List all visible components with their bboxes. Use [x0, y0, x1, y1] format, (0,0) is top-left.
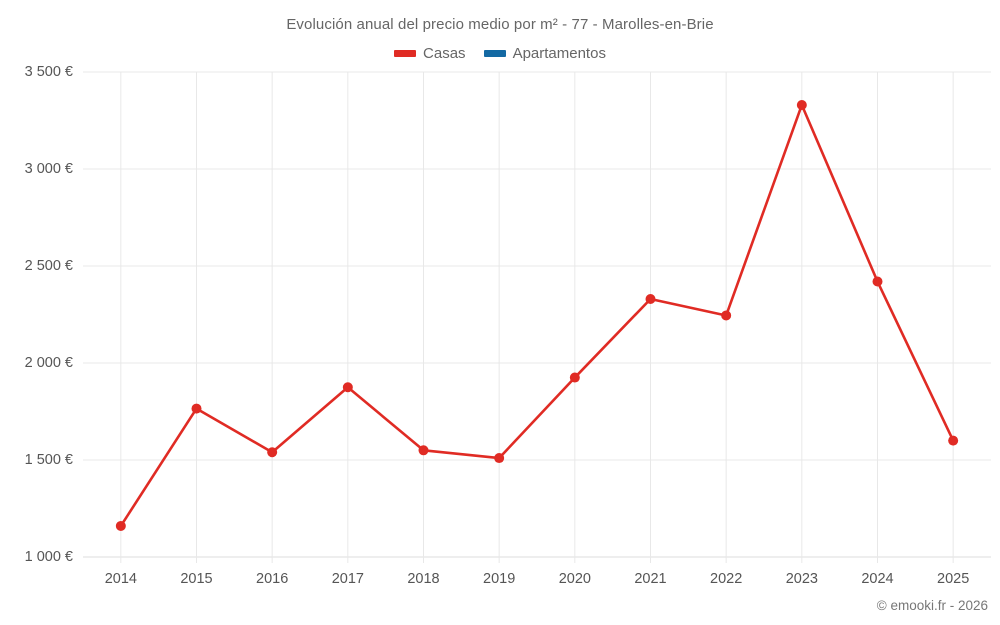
- data-point-marker[interactable]: [796, 99, 807, 110]
- legend-item-casas[interactable]: Casas: [394, 45, 466, 62]
- data-point-marker[interactable]: [645, 293, 656, 304]
- data-point-marker[interactable]: [569, 372, 580, 383]
- data-point-marker[interactable]: [872, 276, 883, 287]
- chart-series-layer: [115, 99, 959, 531]
- data-point-marker[interactable]: [418, 445, 429, 456]
- chart-title: Evolución anual del precio medio por m² …: [286, 16, 714, 33]
- y-axis-tick-label: 3 500 €: [24, 64, 73, 80]
- data-point-marker[interactable]: [721, 310, 732, 321]
- x-axis-tick-label: 2018: [407, 571, 440, 587]
- x-axis-tick-label: 2021: [634, 571, 667, 587]
- data-point-marker[interactable]: [948, 435, 959, 446]
- copyright-credit: © emooki.fr - 2026: [876, 598, 988, 613]
- x-axis-tick-label: 2022: [710, 571, 743, 587]
- legend-item-apartamentos[interactable]: Apartamentos: [483, 45, 606, 62]
- x-axis-tick-label: 2023: [785, 571, 818, 587]
- legend-swatch-apartamentos-icon: [483, 50, 506, 57]
- data-point-marker[interactable]: [267, 447, 278, 458]
- y-axis-tick-label: 2 000 €: [24, 355, 73, 371]
- data-point-marker[interactable]: [342, 382, 353, 393]
- x-axis-tick-label: 2025: [937, 571, 970, 587]
- x-axis-tick-label: 2016: [256, 571, 289, 587]
- data-point-marker[interactable]: [115, 520, 126, 531]
- y-axis-tick-label: 2 500 €: [24, 258, 73, 274]
- data-point-marker[interactable]: [191, 403, 202, 414]
- data-point-marker[interactable]: [494, 453, 505, 464]
- series-line-casas: [119, 103, 955, 528]
- x-axis-tick-label: 2020: [558, 571, 591, 587]
- y-axis-tick-label: 3 000 €: [24, 161, 73, 177]
- legend-swatch-casas-icon: [394, 50, 417, 57]
- legend-label-apartamentos: Apartamentos: [512, 45, 606, 62]
- y-axis-tick-label: 1 000 €: [24, 549, 73, 565]
- y-axis: 1 000 € 1 500 € 2 000 € 2 500 € 3 000 € 3 500…: [0, 0, 73, 625]
- chart-legend: Casas Apartamentos: [0, 45, 1000, 62]
- x-axis-tick-label: 2019: [483, 571, 516, 587]
- plot-area: [83, 71, 991, 563]
- chart-gridlines: [83, 71, 991, 563]
- x-axis-tick-label: 2015: [180, 571, 213, 587]
- x-axis-tick-label: 2024: [861, 571, 894, 587]
- legend-label-casas: Casas: [423, 45, 466, 62]
- x-axis-tick-label: 2014: [104, 571, 137, 587]
- x-axis-tick-label: 2017: [331, 571, 364, 587]
- y-axis-tick-label: 1 500 €: [24, 452, 73, 468]
